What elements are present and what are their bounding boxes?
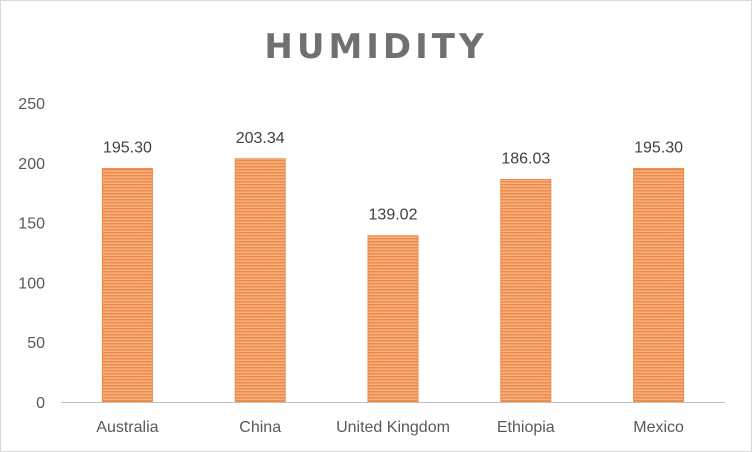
- y-tick-label: 250: [18, 96, 45, 113]
- x-axis-ticks: Australia China United Kingdom Ethiopia Mexi…: [96, 419, 684, 436]
- y-tick-label: 0: [36, 395, 45, 412]
- bar: [633, 167, 685, 403]
- bar: [367, 235, 419, 403]
- y-tick-label: 100: [18, 275, 45, 292]
- data-label: 186.03: [501, 151, 550, 168]
- bar: [234, 158, 286, 403]
- data-label: 203.34: [236, 130, 285, 147]
- x-tick-label: Australia: [96, 419, 158, 436]
- y-tick-label: 200: [18, 156, 45, 173]
- x-tick-label: China: [239, 419, 281, 436]
- y-axis-ticks: 0 50 100 150 200 250: [18, 96, 45, 412]
- bar: [101, 167, 153, 403]
- data-label: 195.30: [634, 139, 683, 156]
- chart-title: HUMIDITY: [264, 27, 488, 67]
- x-tick-label: Mexico: [633, 419, 684, 436]
- bars-group: [101, 158, 685, 403]
- bar: [500, 179, 552, 403]
- x-tick-label: United Kingdom: [336, 419, 450, 436]
- y-tick-label: 150: [18, 216, 45, 233]
- y-tick-label: 50: [27, 335, 45, 352]
- data-label: 139.02: [369, 207, 418, 224]
- data-label: 195.30: [103, 139, 152, 156]
- x-tick-label: Ethiopia: [497, 419, 555, 436]
- data-labels-group: 195.30 203.34 139.02 186.03 195.30: [103, 130, 683, 224]
